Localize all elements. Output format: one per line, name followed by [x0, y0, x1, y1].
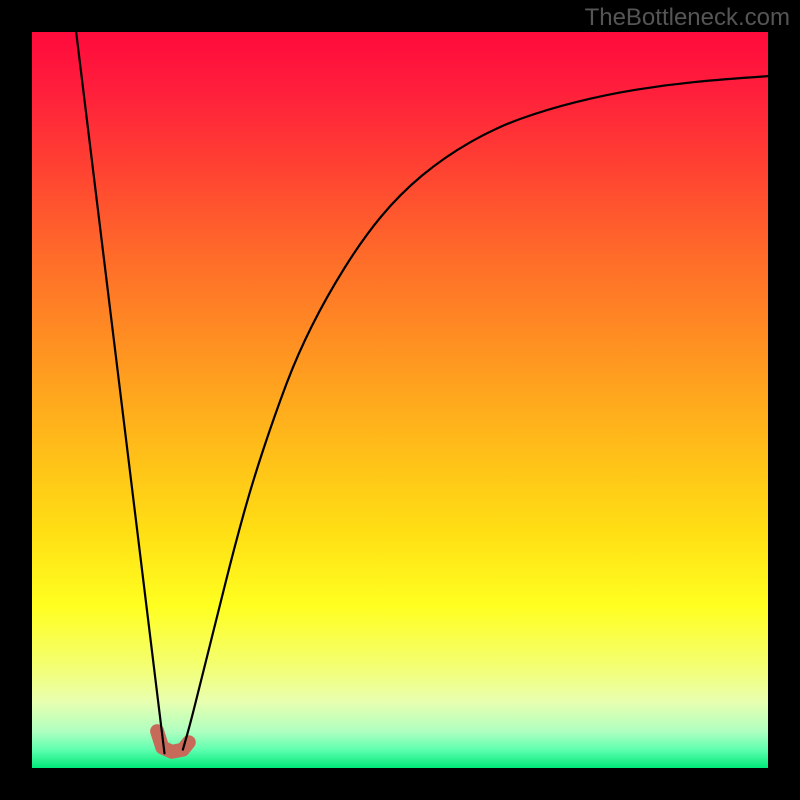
bottleneck-chart: [0, 0, 800, 800]
watermark-text: TheBottleneck.com: [585, 4, 790, 32]
plot-background: [32, 32, 768, 768]
chart-container: TheBottleneck.com: [0, 0, 800, 800]
